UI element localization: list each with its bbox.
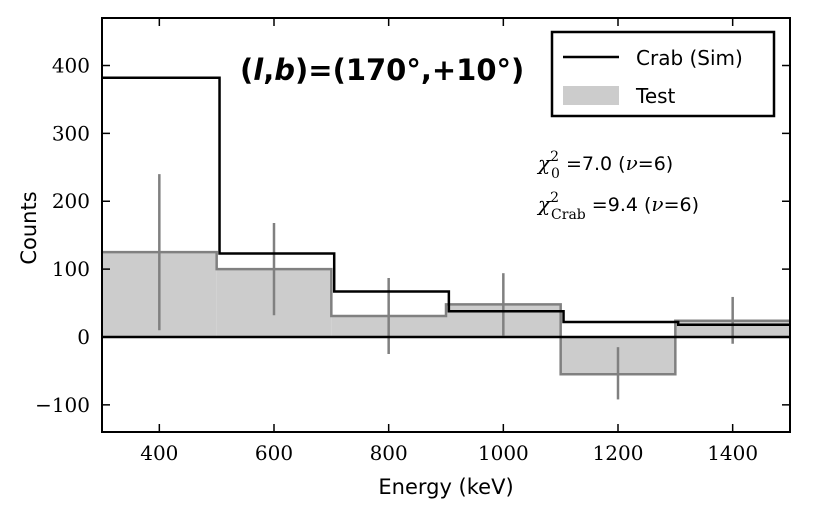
chi0-value: =7.0 ( — [560, 153, 626, 175]
coord-l: l — [253, 53, 264, 87]
chi-square-crab: χ2 Crab =9.4 (ν=6) — [536, 190, 699, 223]
x-tick-label-5: 1400 — [707, 441, 758, 465]
test-step-outline — [102, 250, 790, 376]
crab-sim-step-line — [102, 76, 790, 327]
chi0-symbol: χ — [536, 151, 552, 175]
coordinate-annotation: (l,b)=(170°,+10°) — [240, 53, 524, 87]
legend-label-test: Test — [635, 84, 676, 108]
chi-square-null: χ2 0 =7.0 (ν=6) — [536, 149, 673, 182]
chi0-dof: =6) — [638, 153, 673, 175]
x-tick-label-0: 400 — [140, 441, 178, 465]
chicrab-dof: =6) — [664, 194, 699, 216]
x-tick-label-4: 1200 — [593, 441, 644, 465]
chicrab-nu: ν — [651, 192, 663, 216]
legend-label-crab: Crab (Sim) — [636, 46, 743, 70]
y-axis-title: Counts — [17, 191, 41, 264]
legend: Crab (Sim) Test — [550, 30, 776, 118]
coord-b: b — [274, 53, 295, 87]
y-tick-label-1: 0 — [77, 325, 90, 349]
x-tick-label-2: 800 — [370, 441, 408, 465]
chicrab-sup: 2 — [550, 190, 559, 206]
coord-values: )=(170°,+10°) — [295, 53, 524, 87]
chicrab-symbol: χ — [536, 192, 552, 216]
plot-area — [102, 76, 790, 400]
legend-swatch-test — [563, 86, 619, 105]
x-axis-title: Energy (keV) — [378, 475, 513, 499]
y-tick-label-4: 300 — [52, 121, 90, 145]
chi0-sub: 0 — [551, 166, 560, 182]
chi0-sup: 2 — [550, 149, 559, 165]
y-tick-label-5: 400 — [52, 54, 90, 78]
axes: 400 600 800 1000 1200 1400 −100 0 100 200 300 400 — [35, 17, 791, 465]
chicrab-value: =9.4 ( — [586, 194, 652, 216]
chi0-nu: ν — [626, 151, 638, 175]
chicrab-sub: Crab — [551, 207, 586, 223]
y-tick-label-0: −100 — [35, 393, 90, 417]
axes-frame — [101, 17, 791, 433]
y-tick-label-2: 100 — [52, 257, 90, 281]
x-tick-label-3: 1000 — [478, 441, 529, 465]
x-tick-label-1: 600 — [255, 441, 293, 465]
y-tick-label-3: 200 — [52, 189, 90, 213]
